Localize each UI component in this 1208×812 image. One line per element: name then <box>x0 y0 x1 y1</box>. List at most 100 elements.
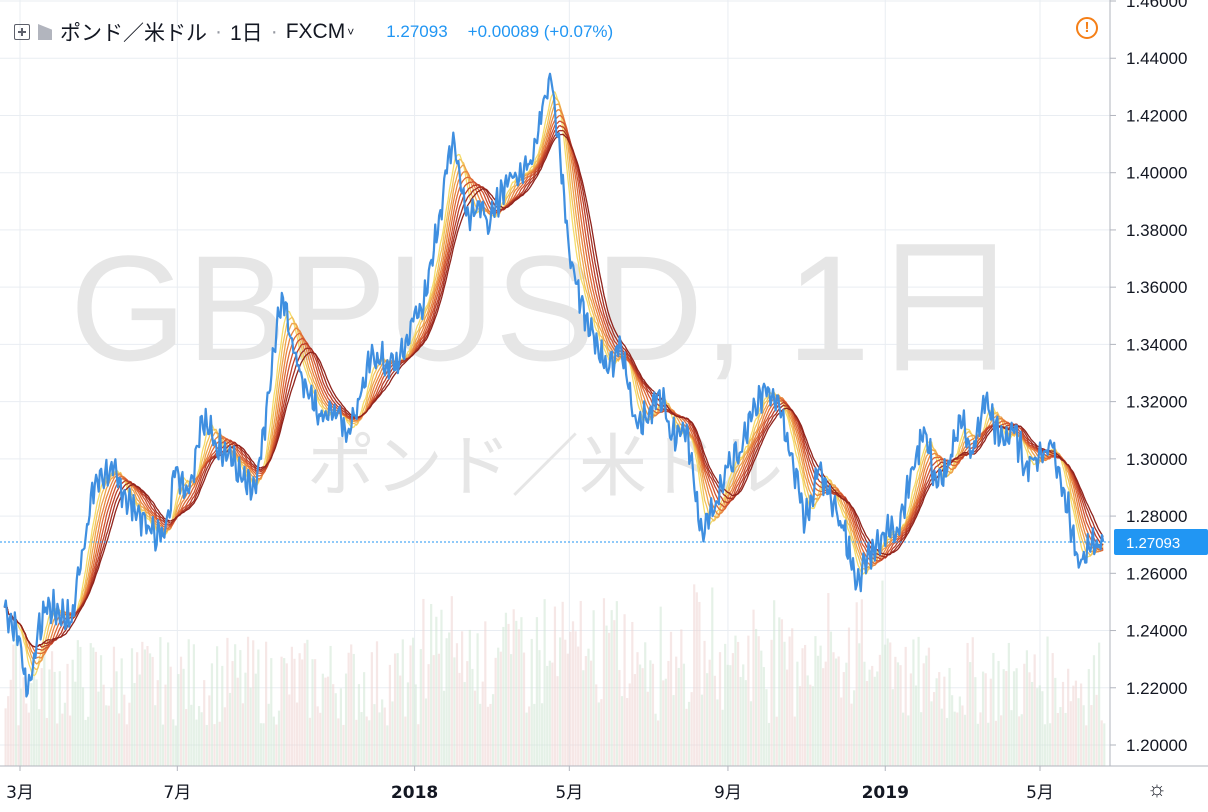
volume-bar <box>259 723 263 766</box>
volume-bar <box>97 691 100 766</box>
volume-bar <box>814 636 817 766</box>
volume-bar <box>471 668 474 766</box>
volume-bar <box>1012 671 1016 766</box>
volume-bar <box>301 659 304 766</box>
volume-bar <box>971 637 974 766</box>
volume-bar <box>811 686 814 766</box>
volume-bar <box>667 660 670 766</box>
y-tick-label: 1.24000 <box>1126 622 1187 641</box>
volume-bar <box>984 673 987 766</box>
volume-bar <box>332 684 335 766</box>
volume-bar <box>626 698 629 766</box>
volume-bar <box>631 621 634 766</box>
volume-bar <box>128 702 131 766</box>
volume-bar <box>651 663 655 766</box>
volume-bar <box>530 638 533 766</box>
volume-bar <box>203 680 206 766</box>
volume-bar <box>765 689 768 766</box>
interval-label[interactable]: 1日 <box>230 22 263 45</box>
ma-line-25 <box>3 120 1104 651</box>
volume-bar <box>174 725 177 766</box>
volume-bar <box>352 653 355 766</box>
volume-bar <box>747 635 750 766</box>
volume-bar <box>1077 698 1080 766</box>
volume-bar <box>1072 685 1075 766</box>
volume-bar <box>105 705 108 766</box>
ma-line-28 <box>3 124 1104 648</box>
volume-bar <box>210 663 214 766</box>
volume-bar <box>961 705 964 766</box>
volume-bar <box>770 639 773 766</box>
volume-bar <box>265 641 268 766</box>
exchange-label[interactable]: FXCM <box>285 20 346 43</box>
volume-bar <box>564 639 567 766</box>
volume-bar <box>755 628 758 766</box>
volume-bar <box>574 631 577 766</box>
volume-bar <box>1049 723 1052 766</box>
volume-bar <box>53 671 56 766</box>
volume-bar <box>693 584 696 766</box>
volume-bar <box>822 668 825 766</box>
volume-bar <box>412 637 415 766</box>
volume-bar <box>9 679 12 766</box>
volume-bar <box>976 723 980 766</box>
volume-bar <box>192 644 195 766</box>
volume-bar <box>654 713 657 766</box>
volume-bar <box>143 649 146 766</box>
symbol-name[interactable]: ポンド／米ドル <box>60 22 207 45</box>
volume-bar <box>252 640 255 766</box>
volume-bar <box>164 684 167 766</box>
volume-bar <box>262 723 265 766</box>
volume-bar <box>930 701 933 766</box>
alert-circle-icon[interactable]: ! <box>1076 17 1098 39</box>
volume-bar <box>288 694 291 766</box>
volume-bar <box>450 596 453 766</box>
volume-bar <box>107 705 110 766</box>
volume-bar <box>538 650 541 766</box>
volume-bar <box>375 641 379 766</box>
volume-bar <box>393 653 397 766</box>
volume-bar <box>816 655 820 766</box>
volume-bar <box>7 696 10 766</box>
volume-bar <box>726 664 729 766</box>
volume-bar <box>272 716 275 766</box>
price-axis[interactable]: 1.20000 1.22000 1.24000 1.26000 1.28000 1.300… <box>1109 0 1187 766</box>
volume-bar <box>680 629 683 766</box>
time-axis[interactable]: 3月 7月 2018 5月 9月 2019 5月 <box>0 765 1208 803</box>
volume-bar <box>1007 642 1010 766</box>
y-tick-label: 1.30000 <box>1126 450 1187 469</box>
volume-bar <box>649 660 652 766</box>
volume-bar <box>775 716 778 766</box>
chevron-down-icon[interactable]: ˅ <box>347 25 355 39</box>
volume-bar <box>151 656 154 766</box>
gear-icon[interactable]: ☼ <box>1146 776 1168 801</box>
volume-bar <box>363 672 366 766</box>
volume-bar <box>602 598 606 766</box>
volume-bar <box>951 695 954 766</box>
volume-bar <box>711 587 714 766</box>
volume-bar <box>953 711 956 766</box>
volume-bar <box>1061 681 1065 766</box>
volume-bar <box>540 703 544 766</box>
x-tick-label: 7月 <box>163 783 191 803</box>
volume-bar <box>1041 691 1044 766</box>
plus-square-icon[interactable] <box>14 24 30 40</box>
volume-bar <box>757 636 760 766</box>
volume-bar <box>917 636 920 766</box>
volume-bar <box>308 717 312 766</box>
volume-bar <box>677 667 680 766</box>
flag-icon[interactable] <box>38 24 52 40</box>
volume-bar <box>295 702 299 766</box>
volume-bar <box>130 648 134 766</box>
volume-bar <box>979 712 982 766</box>
volume-bar <box>935 678 938 766</box>
volume-bar <box>56 723 59 766</box>
volume-bar <box>605 625 608 766</box>
volume-bar <box>687 701 691 766</box>
volume-bar <box>566 653 569 766</box>
volume-bar <box>306 639 309 766</box>
volume-bar <box>417 724 420 766</box>
volume-bar <box>520 617 523 766</box>
volume-bar <box>829 631 833 766</box>
